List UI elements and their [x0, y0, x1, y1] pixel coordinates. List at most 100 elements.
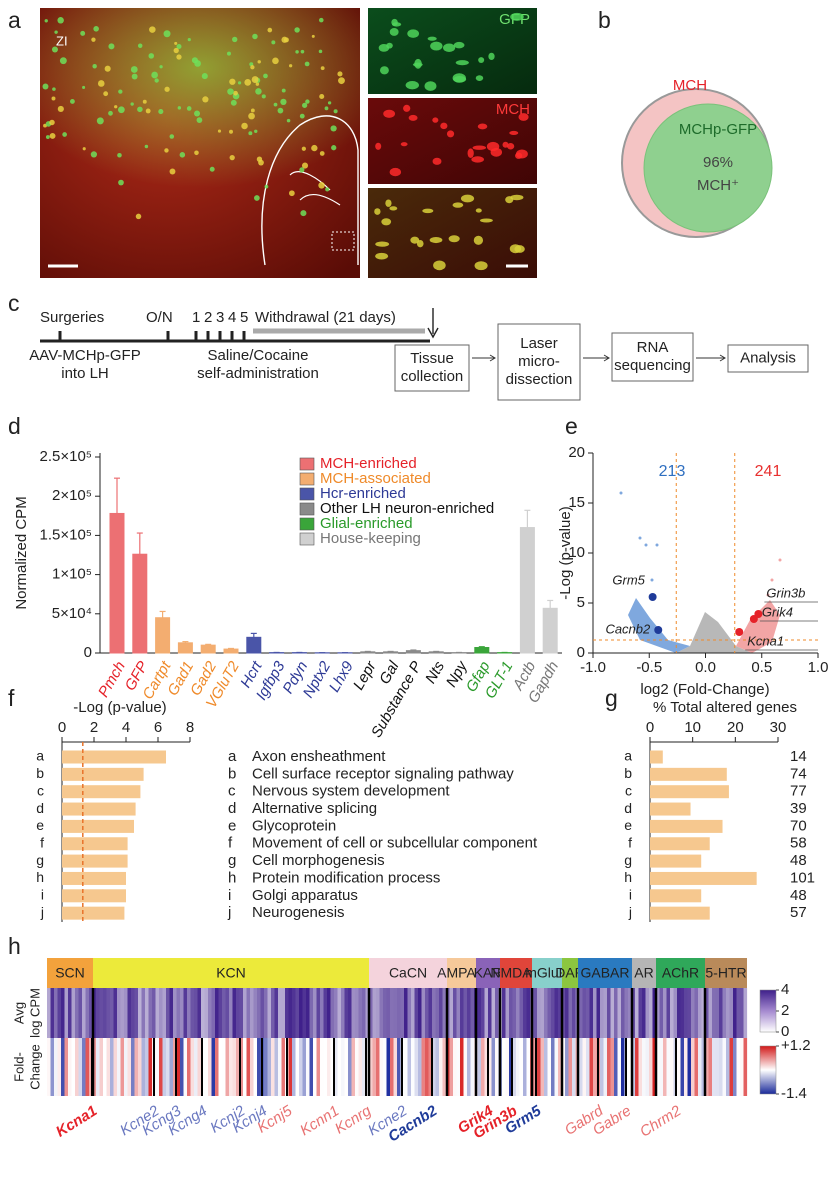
heatmap-cell: [376, 1038, 380, 1096]
group-header: [447, 958, 476, 988]
heatmap-cell: [614, 1038, 618, 1096]
heatmap-cell: [71, 988, 76, 1038]
cell-body: [383, 109, 396, 118]
count-label: 241: [755, 463, 782, 480]
heatmap-cell: [124, 988, 128, 1038]
cell-body: [289, 64, 293, 68]
heatmap-cell: [663, 988, 667, 1038]
legend-label: Hcr-enriched: [320, 485, 406, 502]
bar: [62, 854, 128, 868]
y-tick-label: a: [36, 748, 44, 764]
cell-body: [54, 30, 58, 34]
heatmap-cell: [358, 1038, 363, 1096]
cell-body: [518, 113, 529, 121]
bar: [650, 889, 702, 903]
cell-body: [194, 150, 199, 156]
heatmap-cell: [393, 1038, 398, 1096]
heatmap-cell: [47, 1038, 51, 1096]
heatmap-cell: [701, 988, 706, 1038]
venn-label: MCHp-GFP: [679, 121, 757, 138]
heatmap-cell: [463, 1038, 468, 1096]
panel-label: g: [605, 685, 618, 711]
heatmap-cell: [288, 1038, 293, 1096]
heatmap-cell: [519, 1038, 524, 1096]
point-label: Kcna1: [747, 633, 784, 648]
cell-body: [505, 196, 514, 204]
bar: [405, 650, 421, 654]
heatmap-cell: [537, 988, 541, 1038]
heatmap-cell: [323, 988, 328, 1038]
step-label: sequencing: [614, 357, 691, 374]
cell-body: [80, 30, 86, 36]
note: Saline/Cocaine: [208, 347, 309, 364]
cell-body: [59, 57, 67, 65]
cell-body: [375, 142, 382, 150]
heatmap-cell: [694, 988, 699, 1038]
heatmap-cell: [649, 1038, 653, 1096]
heatmap-cell: [194, 1038, 198, 1096]
heatmap-cell: [134, 988, 139, 1038]
cell-body: [114, 105, 118, 109]
heatmap-cell: [439, 1038, 443, 1096]
group-label: GABAR: [580, 965, 629, 981]
heatmap-cell: [369, 1038, 373, 1096]
cell-body: [257, 60, 261, 64]
legend-swatch: [299, 502, 315, 516]
cell-body: [233, 90, 238, 96]
heatmap-cell: [509, 1038, 513, 1096]
heatmap-cell: [299, 988, 303, 1038]
cell-body: [237, 81, 242, 85]
venn-percent: 96%: [703, 154, 733, 171]
y-tick-label: h: [624, 869, 632, 885]
term-name: Axon ensheathment: [252, 748, 386, 765]
bar: [109, 512, 125, 654]
heatmap-cell: [344, 988, 349, 1038]
heatmap-cell: [547, 988, 552, 1038]
legend-label: MCH-enriched: [320, 455, 417, 472]
heatmap-cell: [558, 988, 562, 1038]
heatmap-cell: [628, 988, 632, 1038]
cell-body: [300, 49, 305, 54]
heatmap-cell: [670, 1038, 674, 1096]
cell-body: [478, 57, 485, 63]
cell-body: [318, 49, 323, 54]
heatmap-cell: [309, 1038, 314, 1096]
heatmap-cell: [99, 988, 104, 1038]
heatmap-cell: [428, 1038, 433, 1096]
cell-body: [154, 78, 159, 83]
cell-body: [453, 41, 465, 49]
group-label: AChR: [662, 965, 699, 981]
group-header: [476, 958, 500, 988]
row-label: Change: [27, 1044, 42, 1090]
heatmap-cell: [561, 988, 566, 1038]
cell-body: [381, 218, 392, 226]
heatmap-cell: [337, 1038, 342, 1096]
bar: [200, 644, 216, 654]
highlight-point: [749, 615, 758, 623]
heatmap-cell: [369, 988, 373, 1038]
heatmap-cell: [733, 1038, 737, 1096]
heatmap-cell: [344, 1038, 349, 1096]
micrograph-gfp-overlay: [40, 8, 360, 208]
cell-body: [229, 129, 233, 134]
y-tick-label: 2×10⁵: [52, 487, 92, 504]
cell-body: [186, 106, 192, 111]
bar: [650, 906, 710, 920]
heatmap-cell: [743, 1038, 748, 1096]
cell-body: [446, 130, 455, 138]
heatmap-cell: [708, 1038, 713, 1096]
heatmap-cell: [397, 1038, 401, 1096]
heatmap-cell: [477, 1038, 482, 1096]
colorbar-label: -1.4: [781, 1085, 807, 1102]
heatmap-cell: [593, 988, 597, 1038]
heatmap-cell: [299, 1038, 303, 1096]
bar: [223, 648, 239, 654]
heatmap-cell: [463, 988, 468, 1038]
colorbar-label: 0: [781, 1023, 789, 1040]
group-header: [369, 958, 447, 988]
heatmap-cell: [243, 1038, 247, 1096]
term-letter: a: [228, 748, 237, 765]
group-header: [578, 958, 632, 988]
heatmap-cell: [561, 1038, 566, 1096]
